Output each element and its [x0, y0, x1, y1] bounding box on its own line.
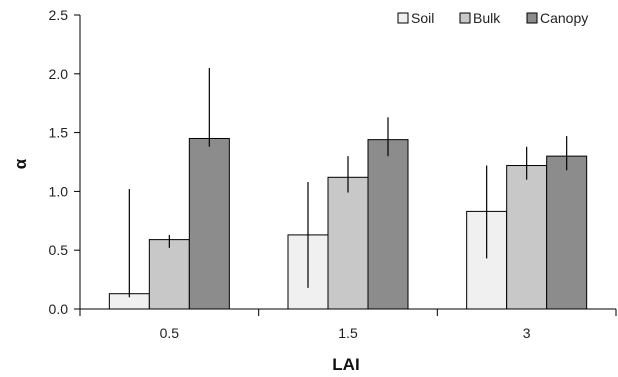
x-axis-title: LAI — [332, 355, 359, 374]
bar-bulk-1.5 — [327, 176, 369, 310]
y-tick-label: 1.0 — [49, 183, 69, 199]
bar-canopy-1.5 — [367, 139, 409, 310]
legend: Soil Bulk Canopy — [397, 10, 588, 26]
bar-canopy-0.5 — [188, 137, 230, 310]
legend-label-canopy: Canopy — [540, 10, 588, 26]
bar-canopy-3 — [546, 155, 588, 310]
y-tick-label: 2.5 — [49, 7, 69, 23]
y-tick-label: 2.0 — [49, 66, 69, 82]
legend-label-bulk: Bulk — [473, 10, 501, 26]
legend-swatch-bulk — [459, 12, 471, 24]
legend-swatch-canopy — [526, 12, 538, 24]
legend-swatch-soil — [397, 12, 409, 24]
y-tick-label: 0.0 — [49, 301, 69, 317]
x-tick-label: 3 — [523, 325, 531, 341]
y-axis-title: α — [11, 158, 30, 169]
x-axis: 0.5 1.5 3 — [79, 308, 617, 341]
error-bars-group — [128, 67, 568, 298]
bar-bulk-0.5 — [148, 239, 190, 310]
bar-bulk-3 — [506, 165, 548, 310]
y-tick-label: 1.5 — [49, 125, 69, 141]
y-axis: 0.0 0.5 1.0 1.5 2.0 2.5 — [49, 7, 81, 317]
legend-label-soil: Soil — [411, 10, 434, 26]
y-tick-label: 0.5 — [49, 242, 69, 258]
x-tick-label: 1.5 — [338, 325, 358, 341]
x-tick-label: 0.5 — [160, 325, 180, 341]
